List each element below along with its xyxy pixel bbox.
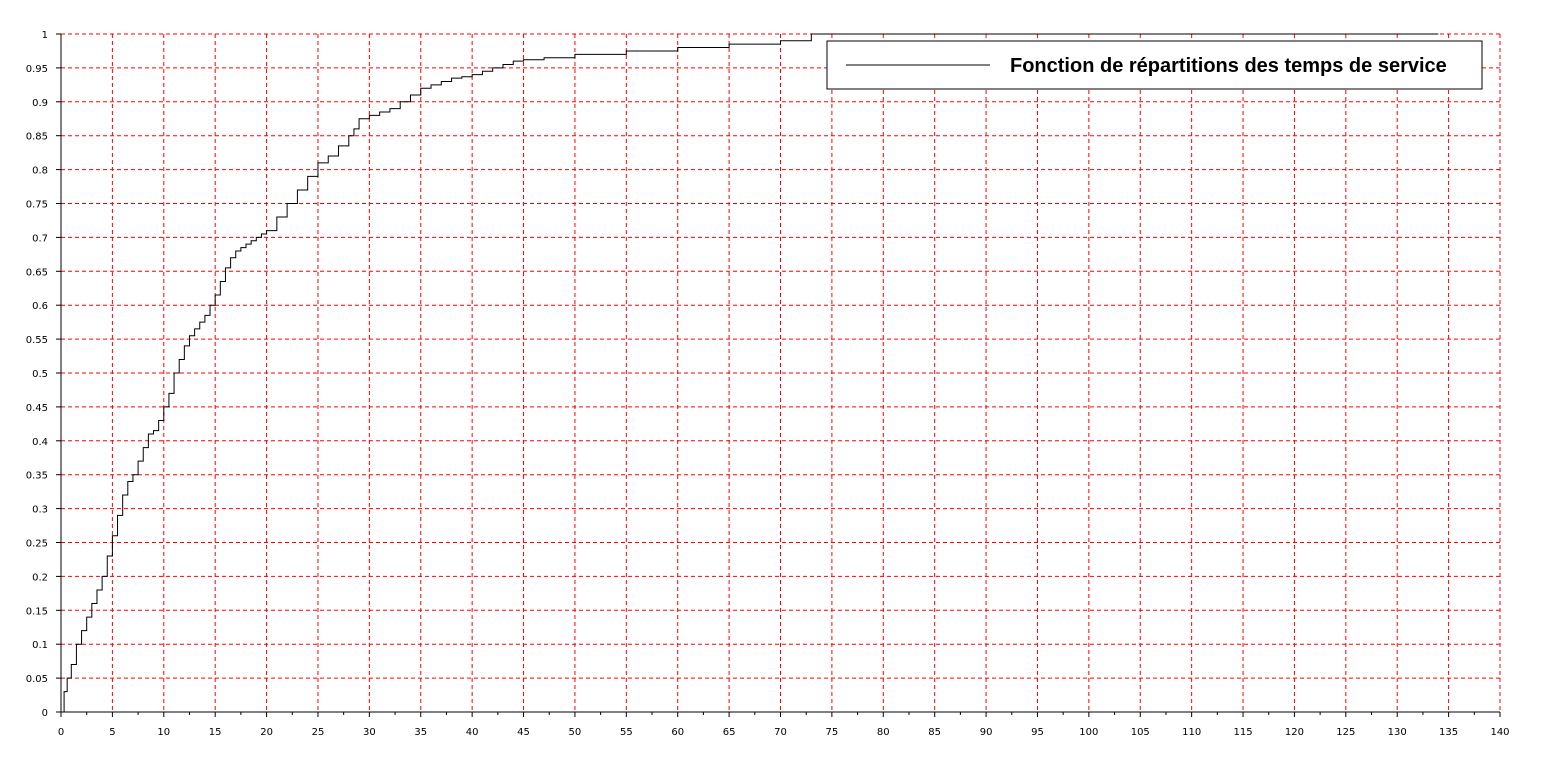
x-tick-label: 75 — [826, 727, 839, 738]
x-tick-label: 25 — [312, 727, 325, 738]
x-tick-label: 140 — [1490, 727, 1509, 738]
y-tick-label: 0.9 — [32, 98, 48, 109]
x-tick-label: 100 — [1079, 727, 1098, 738]
grid — [61, 33, 1501, 712]
x-tick-label: 20 — [260, 727, 273, 738]
legend: Fonction de répartitions des temps de se… — [826, 40, 1483, 90]
y-tick-label: 0.4 — [32, 437, 48, 448]
x-tick-label: 130 — [1388, 727, 1407, 738]
x-tick-label: 90 — [980, 727, 993, 738]
x-tick-label: 45 — [517, 727, 530, 738]
x-tick-label: 70 — [774, 727, 787, 738]
y-tick-label: 0.45 — [26, 403, 48, 414]
y-tick-label: 0.95 — [26, 64, 48, 75]
x-tick-label: 135 — [1439, 727, 1458, 738]
x-tick-label: 15 — [209, 727, 222, 738]
x-tick-label: 110 — [1182, 727, 1201, 738]
x-tick-label: 40 — [466, 727, 479, 738]
x-tick-label: 55 — [620, 727, 633, 738]
y-tick-label: 0.15 — [26, 606, 48, 617]
y-tick-label: 0.7 — [32, 233, 48, 244]
x-tick-label: 85 — [928, 727, 941, 738]
x-tick-label: 35 — [414, 727, 427, 738]
x-tick-label: 5 — [109, 727, 115, 738]
y-tick-label: 0.25 — [26, 539, 48, 550]
y-tick-label: 0.55 — [26, 335, 48, 346]
y-tick-label: 1 — [42, 30, 48, 41]
y-tick-label: 0.8 — [32, 166, 48, 177]
x-tick-label: 120 — [1285, 727, 1304, 738]
series-line-0 — [61, 33, 1439, 713]
y-tick-label: 0.3 — [32, 505, 48, 516]
y-tick-label: 0.05 — [26, 674, 48, 685]
y-tick-label: 0.1 — [32, 640, 48, 651]
y-tick-label: 0.6 — [32, 301, 48, 312]
legend-label: Fonction de répartitions des temps de se… — [1010, 55, 1447, 77]
y-tick-label: 0.2 — [32, 572, 48, 583]
y-tick-label: 0.5 — [32, 369, 48, 380]
x-tick-label: 50 — [569, 727, 582, 738]
x-tick-label: 125 — [1336, 727, 1355, 738]
x-tick-label: 60 — [671, 727, 684, 738]
x-tick-label: 80 — [877, 727, 890, 738]
x-tick-label: 115 — [1233, 727, 1252, 738]
x-tick-label: 10 — [157, 727, 170, 738]
y-tick-label: 0 — [42, 708, 48, 719]
x-tick-label: 95 — [1031, 727, 1044, 738]
x-tick-label: 30 — [363, 727, 376, 738]
x-tick-label: 65 — [723, 727, 736, 738]
axes: 0 5 10 15 20 25 30 35 40 45 50 55 60 65 70 75 80 85 90 95 10… — [26, 30, 1510, 738]
y-tick-label: 0.85 — [26, 132, 48, 143]
y-tick-label: 0.75 — [26, 200, 48, 211]
series-layer — [61, 33, 1439, 713]
x-tick-label: 0 — [58, 727, 64, 738]
y-tick-label: 0.35 — [26, 471, 48, 482]
y-tick-label: 0.65 — [26, 267, 48, 278]
x-tick-label: 105 — [1131, 727, 1150, 738]
